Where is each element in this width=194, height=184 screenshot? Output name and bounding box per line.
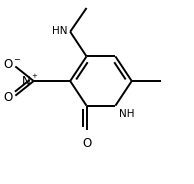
Text: HN: HN <box>52 26 68 36</box>
Text: O: O <box>3 58 12 71</box>
Text: N: N <box>22 75 31 88</box>
Text: +: + <box>32 73 38 79</box>
Text: NH: NH <box>119 109 135 119</box>
Text: −: − <box>13 56 20 65</box>
Text: O: O <box>3 91 12 104</box>
Text: O: O <box>82 137 91 150</box>
